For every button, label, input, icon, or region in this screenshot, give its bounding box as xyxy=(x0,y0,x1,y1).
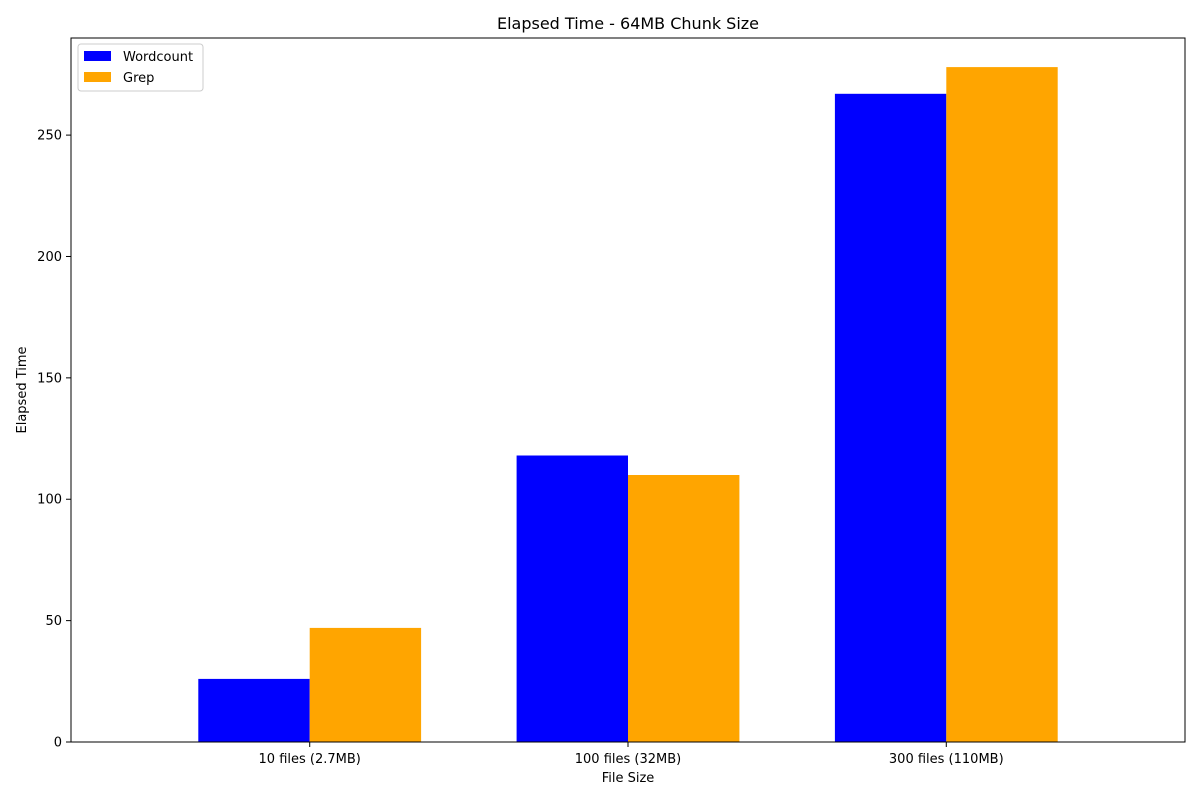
y-tick-label: 200 xyxy=(37,250,62,265)
y-tick-label: 100 xyxy=(37,493,62,508)
x-tick-label: 300 files (110MB) xyxy=(889,752,1004,767)
bar-grep-0 xyxy=(309,627,422,742)
legend-swatch-wordcount xyxy=(84,51,111,61)
x-axis-label: File Size xyxy=(602,771,655,786)
legend-label-grep: Grep xyxy=(123,71,154,86)
bar-wordcount-2 xyxy=(834,93,947,743)
y-tick-label: 0 xyxy=(54,736,62,751)
bar-grep-1 xyxy=(628,475,740,742)
legend-swatch-grep xyxy=(84,72,111,82)
y-tick-label: 250 xyxy=(37,129,62,144)
y-tick-label: 150 xyxy=(37,371,62,386)
y-axis-label: Elapsed Time xyxy=(15,346,30,433)
x-tick-label: 10 files (2.7MB) xyxy=(259,752,361,767)
bar-wordcount-1 xyxy=(516,455,628,742)
y-axis: 0 50 100 150 200 250 xyxy=(37,129,71,751)
legend-label-wordcount: Wordcount xyxy=(123,50,193,65)
bars-group xyxy=(198,67,1058,743)
y-tick-label: 50 xyxy=(45,614,62,629)
legend: Wordcount Grep xyxy=(77,43,204,92)
bar-grep-2 xyxy=(946,67,1058,743)
chart-title: Elapsed Time - 64MB Chunk Size xyxy=(497,14,759,33)
bar-wordcount-0 xyxy=(198,678,310,742)
x-axis: 10 files (2.7MB) 100 files (32MB) 300 file… xyxy=(259,742,1004,767)
x-tick-label: 100 files (32MB) xyxy=(575,752,681,767)
